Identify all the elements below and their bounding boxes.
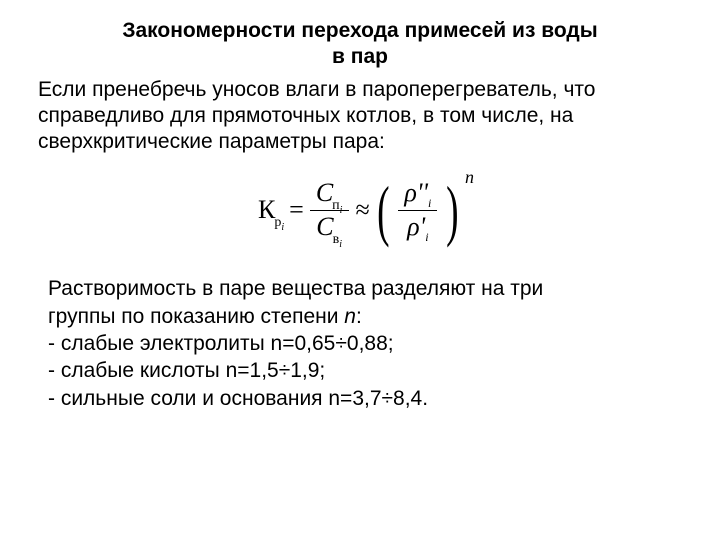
symbol-K: Крi bbox=[256, 195, 287, 225]
slide-title: Закономерности перехода примесей из воды… bbox=[38, 18, 682, 71]
numerator-Cp: Cпi bbox=[310, 179, 350, 208]
right-paren: ) bbox=[446, 181, 458, 239]
exponent-n: n bbox=[465, 167, 474, 188]
bullet-strong-salts: - сильные соли и основания n=3,7÷8,4. bbox=[48, 385, 682, 412]
density-ratio-group: ( ρ''i ρ'i ) n bbox=[372, 179, 464, 241]
left-paren: ( bbox=[377, 181, 389, 239]
fraction-C: Cпi Cвi bbox=[310, 179, 350, 241]
denominator-Cv: Cвi bbox=[310, 213, 349, 242]
title-line-1: Закономерности перехода примесей из воды bbox=[122, 19, 597, 42]
title-line-2: в пар bbox=[332, 45, 388, 68]
denominator-rho: ρ'i bbox=[401, 213, 434, 242]
formula-block: Крi = Cпi Cвi ≈ ( bbox=[38, 179, 682, 241]
groups-line-1: Растворимость в паре вещества разделяют … bbox=[48, 275, 682, 302]
slide-container: Закономерности перехода примесей из воды… bbox=[0, 0, 720, 540]
equals-sign: = bbox=[287, 195, 306, 225]
intro-paragraph: Если пренебречь уносов влаги в пароперег… bbox=[38, 77, 682, 156]
distribution-coefficient-formula: Крi = Cпi Cвi ≈ ( bbox=[256, 179, 464, 241]
bullet-weak-acids: - слабые кислоты n=1,5÷1,9; bbox=[48, 357, 682, 384]
bullet-weak-electrolytes: - слабые электролиты n=0,65÷0,88; bbox=[48, 330, 682, 357]
fraction-rho: ρ''i ρ'i bbox=[398, 179, 437, 241]
groups-line-2: группы по показанию степени n: bbox=[48, 303, 682, 330]
groups-paragraph: Растворимость в паре вещества разделяют … bbox=[48, 275, 682, 411]
approx-sign: ≈ bbox=[353, 195, 371, 225]
numerator-rho: ρ''i bbox=[398, 179, 437, 208]
fraction-bar-2 bbox=[398, 210, 437, 211]
fraction-bar bbox=[310, 210, 350, 211]
